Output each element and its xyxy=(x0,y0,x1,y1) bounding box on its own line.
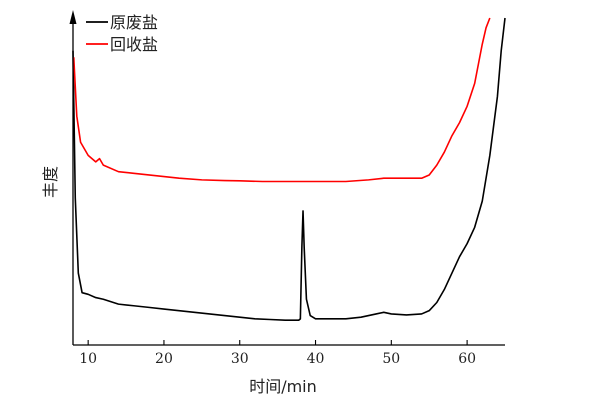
series-line-2 xyxy=(72,17,491,183)
x-axis-title: 时间/min xyxy=(249,377,317,396)
axis-layer xyxy=(69,10,505,346)
x-tick-label: 10 xyxy=(79,351,97,367)
legend-label: 回收盐 xyxy=(110,35,158,54)
series-layer xyxy=(72,17,506,321)
y-axis-arrow xyxy=(69,10,77,24)
x-tick-label: 60 xyxy=(458,351,476,367)
x-tick-label: 50 xyxy=(382,351,400,367)
series-line-1 xyxy=(72,17,506,321)
legend-label: 原废盐 xyxy=(110,13,158,32)
y-axis-title: 丰度 xyxy=(41,166,60,198)
x-tick-label: 20 xyxy=(155,351,173,367)
x-tick-label: 30 xyxy=(231,351,249,367)
x-tick-label: 40 xyxy=(307,351,325,367)
x-ticks: 10 20 30 40 50 60 xyxy=(79,340,476,367)
